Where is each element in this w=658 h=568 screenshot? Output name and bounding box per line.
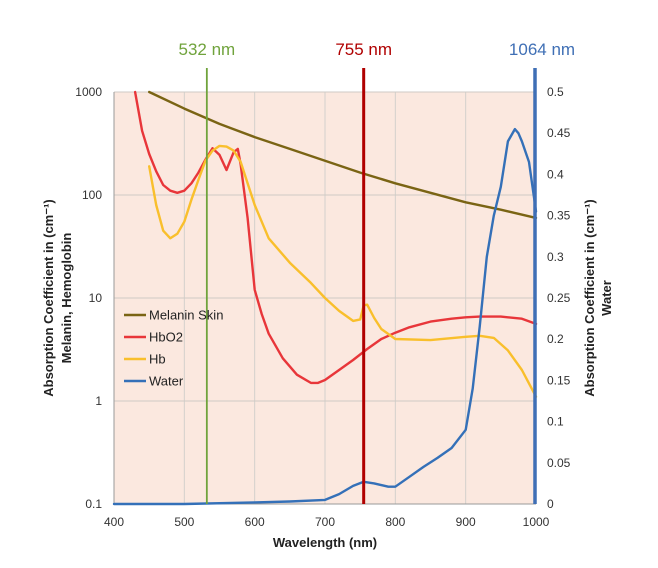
y-right-tick-label: 0.25 (547, 291, 571, 305)
x-tick-label: 1000 (523, 515, 550, 529)
marker-label-532-nm: 532 nm (178, 40, 235, 59)
x-axis-title: Wavelength (nm) (273, 535, 377, 550)
y-right-tick-label: 0.5 (547, 85, 564, 99)
y-right-tick-label: 0.3 (547, 250, 564, 264)
y-left-tick-label: 10 (89, 291, 103, 305)
y-right-tick-label: 0.05 (547, 456, 571, 470)
series-hbo2-line (133, 90, 538, 385)
x-tick-label: 400 (104, 515, 124, 529)
x-tick-label: 500 (174, 515, 194, 529)
y-right-tick-label: 0.45 (547, 126, 571, 140)
legend-label-melanin-skin: Melanin Skin (149, 308, 223, 323)
marker-label-755-nm: 755 nm (335, 40, 392, 59)
x-tick-label: 900 (456, 515, 476, 529)
y-right-tick-label: 0.35 (547, 209, 571, 223)
series-hb-line (147, 144, 538, 398)
x-tick-label: 600 (245, 515, 265, 529)
x-tick-label: 700 (315, 515, 335, 529)
y-left-axis-title-line1: Absorption Coefficient in (cm⁻¹) (41, 199, 56, 397)
legend-label-hb: Hb (149, 352, 166, 367)
legend-label-hbo2: HbO2 (149, 330, 183, 345)
legend-label-water: Water (149, 374, 184, 389)
series-water-line (112, 127, 538, 506)
y-left-tick-label: 1 (95, 394, 102, 408)
x-tick-label: 800 (385, 515, 405, 529)
series-lines (112, 90, 538, 506)
axis-labels: 400 500 600 700 800 900 1000 0.1 1 10 100 1000 0 0.05… (41, 85, 614, 550)
y-left-axis-title-line2: Melanin, Hemoglobin (59, 233, 74, 364)
y-right-tick-label: 0.4 (547, 167, 564, 181)
y-right-tick-label: 0.1 (547, 415, 564, 429)
y-right-axis-title-line2: Water (599, 280, 614, 316)
wavelength-markers: 532 nm 755 nm 1064 nm (178, 40, 575, 504)
y-right-tick-label: 0.15 (547, 373, 571, 387)
y-left-tick-label: 100 (82, 188, 102, 202)
y-left-tick-label: 0.1 (85, 497, 102, 511)
y-right-tick-label: 0.2 (547, 332, 564, 346)
legend: Melanin Skin HbO2 Hb Water (124, 308, 223, 389)
y-right-tick-label: 0 (547, 497, 554, 511)
y-left-tick-label: 1000 (75, 85, 102, 99)
marker-label-1064-nm: 1064 nm (509, 40, 575, 59)
series-melanin-skin-line (147, 90, 538, 220)
y-right-axis-title-line1: Absorption Coefficient in (cm⁻¹) (582, 199, 597, 397)
